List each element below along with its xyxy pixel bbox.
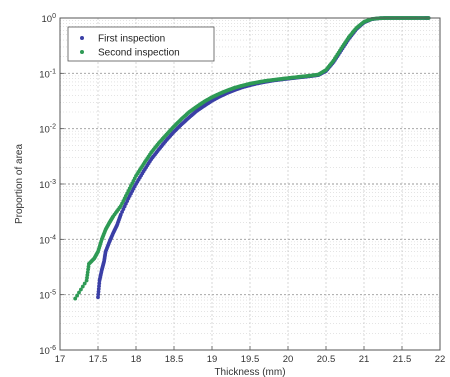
data-point bbox=[97, 281, 102, 286]
y-tick-label: 10-5 bbox=[39, 290, 56, 302]
x-tick-label: 18.5 bbox=[165, 354, 184, 365]
data-point bbox=[96, 286, 101, 291]
x-tick-label: 19.5 bbox=[241, 354, 260, 365]
x-tick-label: 17 bbox=[55, 354, 66, 365]
x-axis-label: Thickness (mm) bbox=[214, 367, 285, 377]
legend-marker-second-inspection bbox=[80, 50, 84, 54]
y-tick-label: 100 bbox=[42, 13, 57, 25]
x-tick-label: 20.5 bbox=[317, 354, 336, 365]
chart-series-layer bbox=[73, 16, 431, 301]
data-point bbox=[85, 273, 90, 277]
y-tick-label: 10-2 bbox=[39, 124, 56, 136]
data-point bbox=[85, 275, 89, 280]
legend-marker-first-inspection bbox=[80, 36, 84, 40]
data-point bbox=[96, 292, 101, 297]
y-axis-label: Proportion of area bbox=[14, 144, 25, 224]
data-point bbox=[85, 270, 90, 275]
y-tick-label: 10-1 bbox=[39, 68, 56, 80]
data-point bbox=[77, 290, 81, 295]
x-tick-label: 22 bbox=[435, 354, 446, 365]
legend-label-first-inspection: First inspection bbox=[98, 34, 165, 45]
data-point bbox=[96, 289, 101, 294]
x-tick-label: 17.5 bbox=[89, 354, 108, 365]
data-point bbox=[79, 287, 83, 292]
data-point bbox=[75, 293, 79, 298]
x-tick-label: 21 bbox=[359, 354, 370, 365]
chart-legend: First inspection Second inspection bbox=[67, 26, 215, 62]
data-point bbox=[80, 284, 85, 289]
legend-box bbox=[67, 26, 215, 62]
x-tick-label: 18 bbox=[131, 354, 142, 365]
x-tick-label: 21.5 bbox=[393, 354, 412, 365]
legend-label-second-inspection: Second inspection bbox=[98, 48, 180, 59]
data-point bbox=[86, 264, 91, 269]
data-point bbox=[82, 281, 87, 286]
data-point bbox=[84, 278, 89, 283]
y-tick-label: 10-6 bbox=[39, 345, 56, 357]
x-axis-ticks: 17 17.5 18 18.5 19 19.5 20 20.5 21 21.5 22 bbox=[55, 346, 446, 365]
x-tick-label: 20 bbox=[283, 354, 294, 365]
y-tick-label: 10-3 bbox=[39, 179, 56, 191]
data-point bbox=[73, 296, 78, 301]
data-point bbox=[96, 295, 100, 300]
data-point bbox=[97, 284, 101, 288]
y-tick-label: 10-4 bbox=[39, 234, 56, 246]
y-axis-ticks: 10-6 10-5 10-4 10-3 10-2 10-1 100 bbox=[39, 13, 64, 357]
data-point bbox=[86, 267, 91, 272]
x-tick-label: 19 bbox=[207, 354, 218, 365]
chart-grid bbox=[59, 18, 441, 351]
